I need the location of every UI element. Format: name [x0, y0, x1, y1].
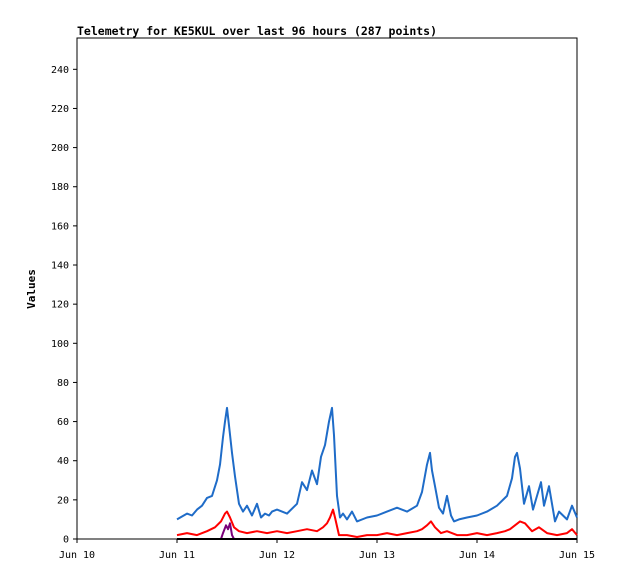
x-axis: Jun 10 Jun 11 Jun 12 Jun 13 Jun 14 Jun 15 [59, 539, 595, 561]
chart-title: Telemetry for KE5KUL over last 96 hours … [77, 24, 437, 38]
y-axis: 0 20 40 60 80 100 120 140 160 180 200 220 240 [51, 65, 77, 546]
y-tick-label: 180 [51, 182, 69, 193]
series-line-2 [177, 522, 577, 540]
series-line-0 [176, 406, 578, 523]
y-tick-label: 140 [51, 261, 69, 272]
y-tick-label: 20 [57, 495, 69, 506]
y-axis-label: Values [25, 269, 38, 309]
y-tick-label: 100 [51, 339, 69, 350]
y-tick-label: 120 [51, 300, 69, 311]
x-tick-label: Jun 15 [559, 550, 595, 561]
y-tick-label: 0 [63, 535, 69, 546]
y-tick-label: 200 [51, 143, 69, 154]
x-tick-label: Jun 12 [259, 550, 295, 561]
series-layer [176, 406, 578, 540]
y-tick-label: 160 [51, 221, 69, 232]
x-tick-label: Jun 11 [159, 550, 195, 561]
x-tick-label: Jun 14 [459, 550, 495, 561]
plot-frame [76, 37, 578, 540]
y-tick-label: 240 [51, 65, 69, 76]
x-tick-label: Jun 13 [359, 550, 395, 561]
x-tick-label: Jun 10 [59, 550, 95, 561]
y-tick-label: 80 [57, 378, 69, 389]
y-tick-label: 40 [57, 456, 69, 467]
y-tick-label: 220 [51, 104, 69, 115]
series-line-1 [176, 508, 578, 538]
y-tick-label: 60 [57, 417, 69, 428]
